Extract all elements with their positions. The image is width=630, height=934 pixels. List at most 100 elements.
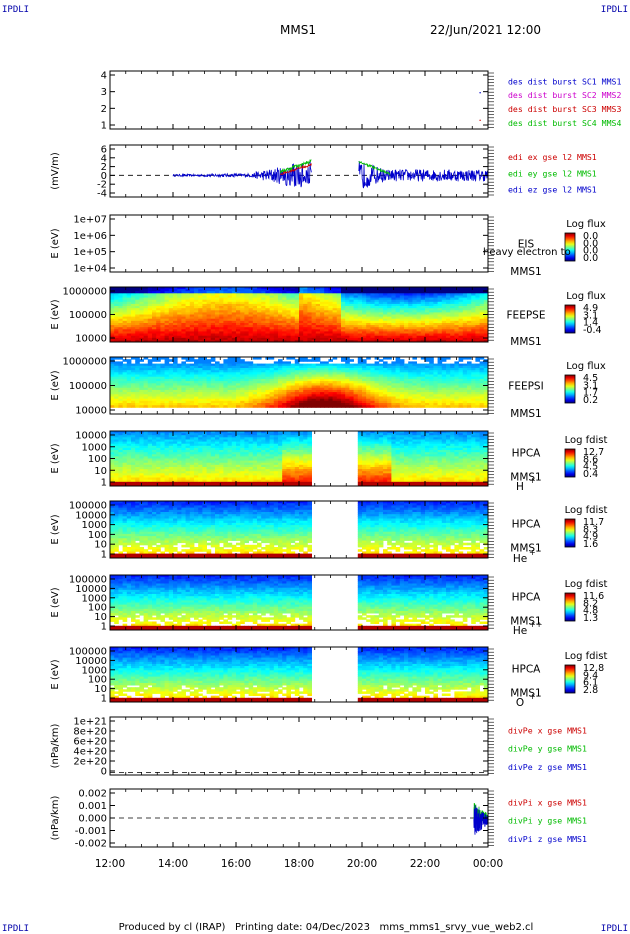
heatmap-cell	[378, 291, 384, 294]
figure-title: MMS1	[280, 23, 316, 37]
heatmap-cell	[294, 333, 300, 336]
heatmap-cell	[114, 295, 119, 298]
heatmap-cell	[252, 398, 258, 402]
heatmap-cell	[290, 394, 296, 397]
heatmap-cell	[336, 331, 342, 334]
heatmap-cell	[425, 329, 430, 332]
heatmap-cell	[429, 331, 434, 334]
heatmap-cell	[303, 365, 308, 369]
heatmap-cell	[244, 297, 249, 301]
heatmap-cell	[160, 398, 165, 402]
heatmap-cell	[307, 291, 312, 294]
heatmap-cell	[110, 405, 115, 408]
heatmap-cell	[261, 383, 266, 386]
heatmap-cell	[328, 387, 333, 391]
heatmap-cell	[122, 308, 128, 311]
heatmap-cell	[483, 320, 489, 324]
heatmap-cell	[353, 301, 359, 305]
heatmap-cell	[320, 403, 325, 406]
heatmap-cell	[294, 329, 300, 332]
heatmap-cell	[450, 293, 455, 296]
heatmap-cell	[315, 310, 321, 313]
heatmap-cell	[278, 361, 283, 364]
heatmap-cell	[181, 333, 186, 336]
heatmap-cell	[475, 291, 480, 294]
heatmap-cell	[462, 312, 468, 315]
heatmap-cell	[122, 318, 128, 322]
heatmap-cell	[143, 301, 149, 305]
heatmap-cell	[252, 293, 258, 296]
heatmap-cell	[126, 333, 132, 336]
heatmap-cell	[122, 374, 128, 378]
heatmap-cell	[458, 306, 464, 309]
heatmap-cell	[273, 329, 279, 332]
heatmap-cell	[215, 329, 220, 332]
heatmap-cell	[299, 308, 304, 311]
heatmap-cell	[324, 299, 329, 303]
heatmap-cell	[139, 308, 144, 311]
heatmap-cell	[236, 392, 241, 395]
heatmap-cell	[399, 337, 405, 341]
heatmap-cell	[467, 310, 472, 313]
heatmap-cell	[215, 403, 220, 406]
heatmap-cell	[168, 383, 174, 386]
heatmap-cell	[177, 329, 182, 332]
heatmap-cell	[353, 337, 359, 341]
heatmap-cell	[152, 339, 157, 343]
heatmap-cell	[194, 320, 199, 324]
heatmap-cell	[395, 339, 401, 343]
y-tick-label: 4	[101, 71, 107, 82]
heatmap-cell	[143, 320, 149, 324]
heatmap-cell	[236, 314, 241, 317]
heatmap-cell	[450, 306, 455, 309]
heatmap-cell	[248, 370, 254, 373]
heatmap-cell	[362, 333, 367, 336]
heatmap-cell	[437, 335, 443, 339]
heatmap-cell	[227, 291, 233, 294]
heatmap-cell	[290, 306, 296, 309]
heatmap-cell	[324, 316, 329, 320]
heatmap-cell	[248, 365, 254, 369]
heatmap-cell	[282, 295, 287, 298]
heatmap-cell	[189, 337, 195, 341]
heatmap-cell	[160, 403, 165, 406]
heatmap-cell	[185, 372, 191, 375]
heatmap-cell	[118, 372, 123, 375]
heatmap-cell	[143, 378, 149, 382]
heatmap-cell	[177, 394, 182, 397]
heatmap-cell	[349, 291, 354, 294]
heatmap-cell	[416, 318, 422, 322]
heatmap-cell	[227, 314, 233, 317]
heatmap-cell	[290, 327, 296, 330]
heatmap-cell	[223, 291, 228, 294]
heatmap-cell	[147, 383, 153, 386]
heatmap-cell	[147, 327, 153, 330]
heatmap-cell	[408, 318, 413, 322]
heatmap-cell	[391, 314, 396, 317]
heatmap-cell	[185, 394, 191, 397]
heatmap-cell	[181, 389, 186, 393]
heatmap-cell	[236, 365, 241, 369]
heatmap-cell	[126, 339, 132, 343]
heatmap-cell	[273, 405, 279, 408]
heatmap-cell	[374, 303, 380, 307]
heatmap-cell	[395, 314, 401, 317]
heatmap-cell	[227, 398, 233, 402]
heatmap-cell	[273, 365, 279, 369]
heatmap-cell	[181, 293, 186, 296]
heatmap-cell	[425, 303, 430, 307]
heatmap-cell	[252, 318, 258, 322]
heatmap-cell	[236, 385, 241, 389]
heatmap-cell	[311, 303, 317, 307]
heatmap-cell	[307, 359, 312, 362]
heatmap-cell	[412, 310, 417, 313]
heatmap-cell	[131, 394, 136, 397]
heatmap-cell	[143, 323, 149, 326]
heatmap-cell	[206, 394, 212, 397]
heatmap-cell	[341, 291, 346, 294]
heatmap-cell	[248, 368, 254, 371]
heatmap-cell	[248, 381, 254, 384]
heatmap-cell	[257, 381, 262, 384]
heatmap-cell	[118, 312, 123, 315]
